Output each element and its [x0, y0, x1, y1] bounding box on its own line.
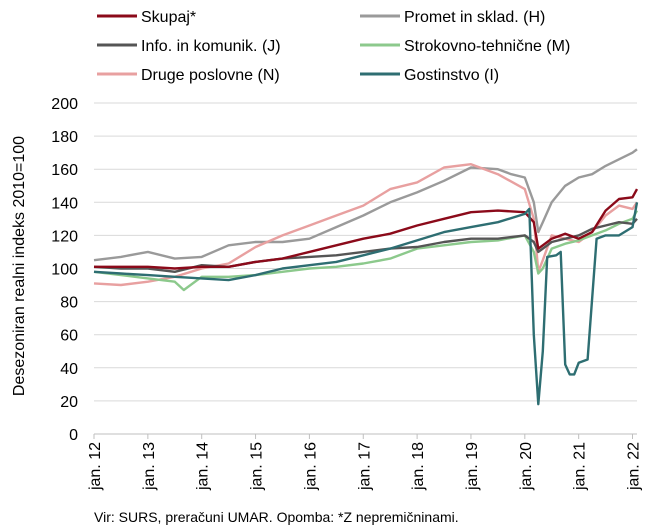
- legend-label: Strokovno-tehnične (M): [404, 38, 570, 55]
- y-tick-label: 20: [60, 394, 78, 411]
- y-tick-label: 80: [60, 295, 78, 312]
- x-tick-label: jan. 17: [356, 442, 373, 491]
- y-tick-label: 160: [51, 162, 78, 179]
- x-tick-label: jan. 18: [410, 442, 427, 491]
- legend-label: Druge poslovne (N): [141, 67, 280, 84]
- y-tick-label: 200: [51, 96, 78, 113]
- series-line: [94, 188, 639, 270]
- x-tick-label: jan. 14: [195, 442, 212, 491]
- x-tick-label: jan. 22: [626, 442, 643, 491]
- y-tick-label: 140: [51, 195, 78, 212]
- x-tick-label: jan. 16: [302, 442, 319, 491]
- source-note: Vir: SURS, preračuni UMAR. Opomba: *Z ne…: [94, 509, 459, 525]
- series-line: [93, 148, 638, 262]
- y-tick-label: 100: [51, 262, 78, 279]
- legend-label: Info. in komunik. (J): [141, 38, 281, 55]
- legend-label: Skupaj*: [141, 9, 196, 26]
- y-tick-label: 0: [69, 427, 78, 444]
- x-tick-label: jan. 13: [141, 442, 158, 491]
- y-tick-label: 40: [60, 361, 78, 378]
- series-line: [93, 163, 638, 287]
- y-axis-ticks: 0 20 40 60 80 100 120 140 160 180 200: [51, 96, 78, 444]
- y-axis-label: Desezoniran realni indeks 2010=100: [11, 136, 28, 396]
- series-line: [93, 202, 639, 406]
- x-tick-label: jan. 19: [464, 442, 481, 491]
- legend-label: Gostinstvo (I): [404, 67, 499, 84]
- x-tick-label: jan. 15: [249, 442, 266, 491]
- x-axis-ticks: jan. 12 jan. 13 jan. 14 jan. 15 jan. 16 jan. …: [87, 434, 643, 491]
- series-line: [93, 210, 639, 292]
- x-tick-label: jan. 21: [572, 442, 589, 491]
- legend-label: Promet in sklad. (H): [404, 9, 545, 26]
- y-tick-label: 120: [51, 228, 78, 245]
- y-tick-label: 60: [60, 328, 78, 345]
- grid-lines: [94, 102, 637, 402]
- y-tick-label: 180: [51, 129, 78, 146]
- x-tick-label: jan. 12: [87, 442, 104, 491]
- x-tick-label: jan. 20: [518, 442, 535, 491]
- series-lines: [93, 148, 639, 406]
- legend: Skupaj* Promet in sklad. (H) Info. in komu…: [97, 9, 570, 84]
